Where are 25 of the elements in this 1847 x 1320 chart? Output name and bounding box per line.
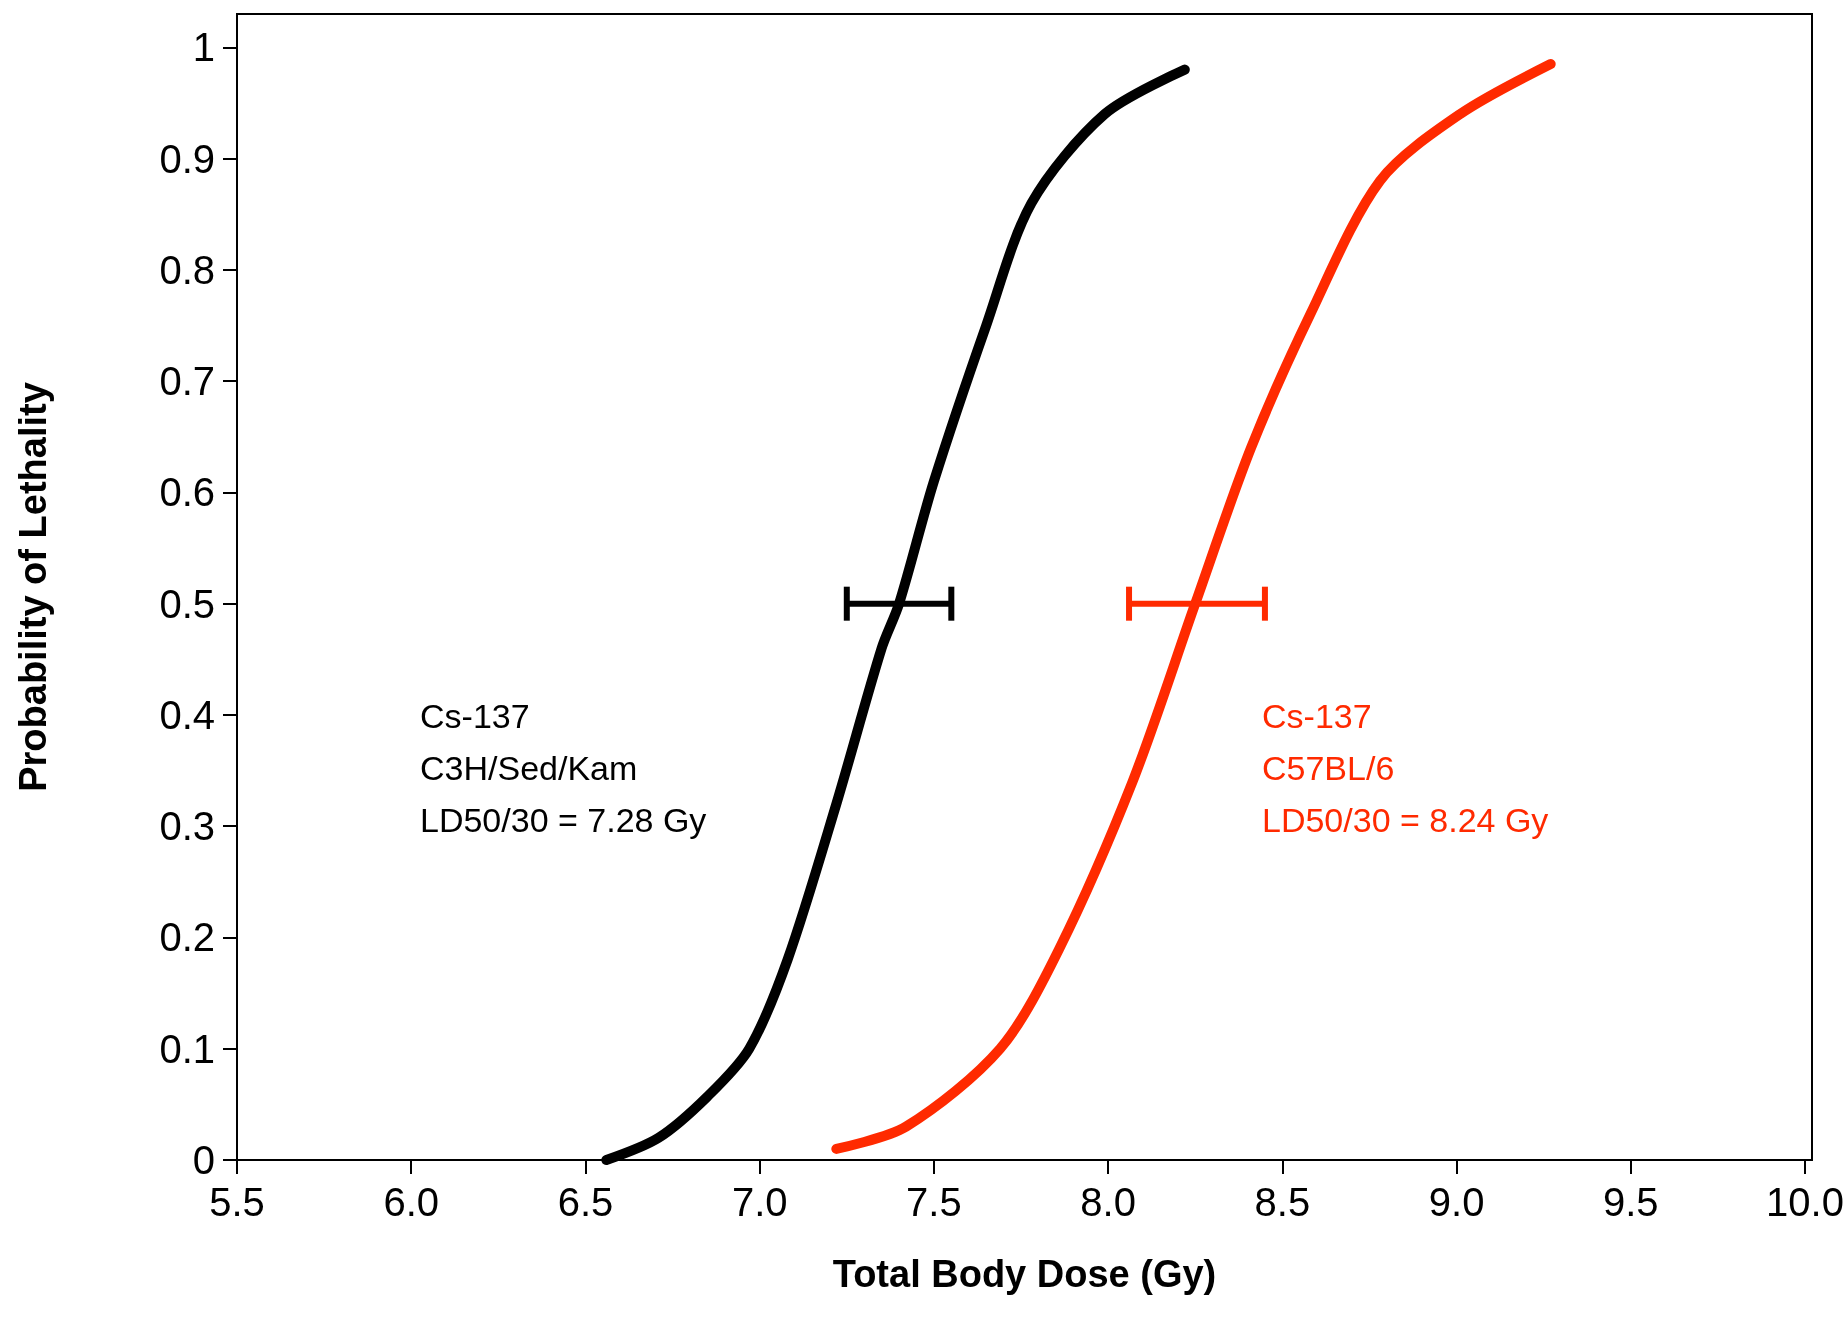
y-tick-label: 0.2 (159, 915, 215, 960)
y-tick-label: 0.7 (159, 359, 215, 404)
x-tick-label: 9.5 (1603, 1180, 1659, 1224)
y-tick-label: 1 (192, 25, 215, 70)
y-tick-label: 0.6 (159, 470, 215, 515)
annotation: Cs-137 C57BL/6 LD50/30 = 8.24 Gy (1262, 697, 1549, 839)
y-tick-label: 0 (192, 1138, 215, 1182)
y-tick-label: 0.5 (159, 581, 215, 626)
x-tick-label: 7.0 (731, 1180, 788, 1224)
x-tick-label: 10.0 (1766, 1180, 1844, 1224)
y-tick-label: 0.4 (159, 692, 215, 737)
x-tick-label: 8.0 (1080, 1180, 1136, 1224)
y-tick-label: 0.8 (159, 247, 215, 292)
x-axis-title: Total Body Dose (Gy) (832, 1253, 1217, 1295)
x-tick-label: 5.5 (209, 1180, 265, 1224)
x-tick-label: 6.5 (557, 1180, 614, 1224)
x-tick-label: 8.5 (1254, 1180, 1311, 1224)
y-tick-label: 0.9 (159, 136, 215, 181)
y-tick-label: 0.3 (159, 804, 215, 849)
y-tick-label: 0.1 (159, 1026, 215, 1071)
x-tick-label: 6.0 (383, 1180, 440, 1224)
x-tick-label: 7.5 (906, 1180, 962, 1224)
y-axis-title: Probability of Lethality (12, 382, 54, 792)
annotation: Cs-137 C3H/Sed/Kam LD50/30 = 7.28 Gy (420, 697, 707, 839)
x-tick-label: 9.0 (1428, 1180, 1485, 1224)
